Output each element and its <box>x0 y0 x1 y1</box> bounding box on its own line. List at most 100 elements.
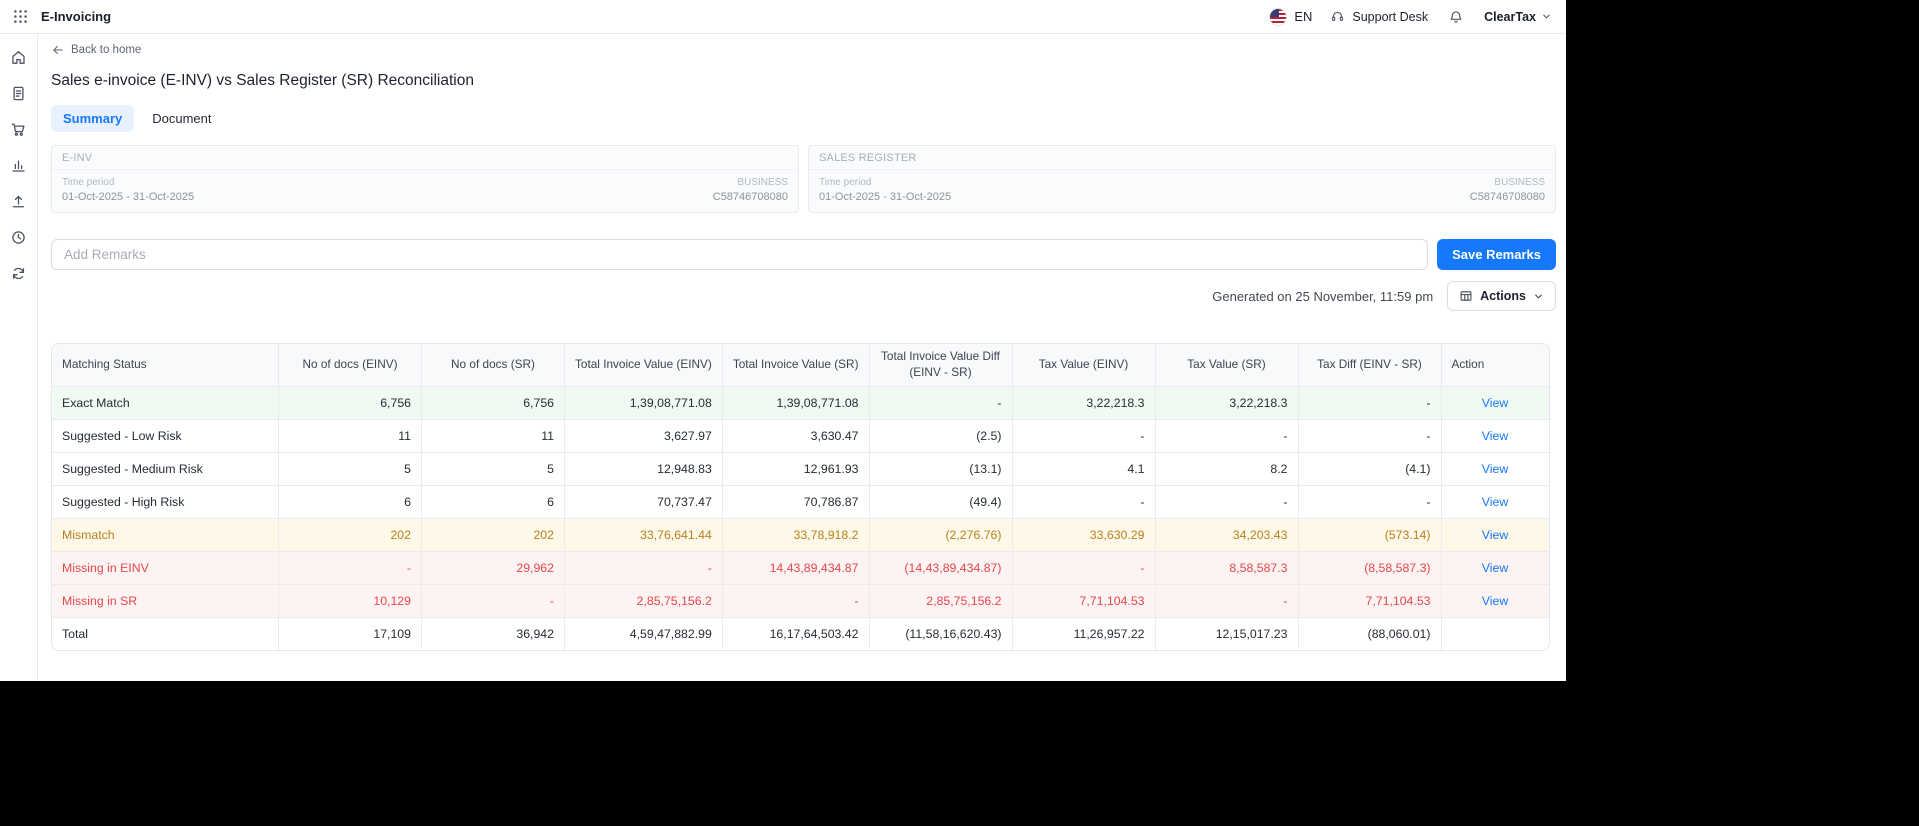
tab-summary[interactable]: Summary <box>51 105 135 132</box>
view-link[interactable]: View <box>1481 527 1509 542</box>
value-cell: 11 <box>279 419 422 453</box>
value-cell: 6,756 <box>279 386 422 420</box>
column-header: Total Invoice Value (EINV) <box>565 344 723 387</box>
value-cell: 12,948.83 <box>565 452 723 486</box>
business-block: BUSINESS C58746708080 <box>713 177 788 203</box>
matching-status-cell: Total <box>52 617 279 650</box>
action-cell: View <box>1441 419 1549 453</box>
table-row: Mismatch 202 202 33,76,641.44 33,78,918.2 (2,… <box>52 518 1549 552</box>
value-cell: (4.1) <box>1298 452 1442 486</box>
tab-document[interactable]: Document <box>140 105 223 132</box>
time-period-value: 01-Oct-2025 - 31-Oct-2025 <box>62 191 195 203</box>
back-to-home-link[interactable]: Back to home <box>51 43 141 57</box>
view-link[interactable]: View <box>1481 593 1509 608</box>
notifications-bell-icon[interactable] <box>1446 7 1466 27</box>
table-row: Suggested - Low Risk 11 11 3,627.97 3,630.47… <box>52 419 1549 453</box>
history-icon <box>12 230 25 244</box>
top-bar-right: EN Support Desk C <box>1269 7 1552 27</box>
value-cell: 7,71,104.53 <box>1012 584 1156 618</box>
action-cell: View <box>1441 551 1549 585</box>
value-cell: 3,22,218.3 <box>1012 386 1156 420</box>
matching-status-cell: Missing in EINV <box>52 551 279 585</box>
business-label: BUSINESS <box>737 177 788 188</box>
column-header: No of docs (EINV) <box>279 344 422 387</box>
language-group: EN <box>1269 7 1313 26</box>
value-cell: 34,203.43 <box>1155 518 1299 552</box>
table-row: Missing in SR 10,129-2,85,75,156.2-2,85,7… <box>52 584 1549 618</box>
sidebar-item-sync[interactable] <box>4 259 34 287</box>
sidebar-item-history[interactable] <box>4 223 34 251</box>
card-body: Time period 01-Oct-2025 - 31-Oct-2025 BU… <box>52 170 798 212</box>
action-cell: View <box>1441 518 1549 552</box>
value-cell: - <box>1155 584 1299 618</box>
time-period-block: Time period 01-Oct-2025 - 31-Oct-2025 <box>819 177 951 203</box>
view-link[interactable]: View <box>1481 461 1509 476</box>
invoice-icon <box>13 86 24 100</box>
column-header: Matching Status <box>52 344 279 387</box>
value-cell: (2.5) <box>869 419 1013 453</box>
matching-status-cell: Suggested - High Risk <box>52 485 279 519</box>
value-cell: (2,276.76) <box>869 518 1013 552</box>
value-cell: 1,39,08,771.08 <box>565 386 723 420</box>
value-cell: 3,627.97 <box>565 419 723 453</box>
sync-icon <box>12 267 25 279</box>
value-cell: - <box>1012 551 1156 585</box>
page-title: Sales e-invoice (E-INV) vs Sales Registe… <box>51 72 474 89</box>
table-row: Total 17,109 36,942 4,59,47,882.99 16,17,64,… <box>52 617 1549 650</box>
sidebar-item-invoices[interactable] <box>4 79 34 107</box>
app-title: E-Invoicing <box>41 9 112 24</box>
matching-status-cell: Missing in SR <box>52 584 279 618</box>
business-label: BUSINESS <box>1494 177 1545 188</box>
value-cell: 16,17,64,503.42 <box>722 617 870 650</box>
card-title: SALES REGISTER <box>809 146 1555 170</box>
save-remarks-button[interactable]: Save Remarks <box>1437 239 1556 270</box>
value-cell: - <box>869 386 1013 420</box>
app-window: E-Invoicing EN Support Desk <box>0 0 1566 681</box>
matching-status-cell: Exact Match <box>52 386 279 420</box>
value-cell: 2,85,75,156.2 <box>869 584 1013 618</box>
matching-status-cell: Suggested - Medium Risk <box>52 452 279 486</box>
value-cell: 12,961.93 <box>722 452 870 486</box>
value-cell: 17,109 <box>279 617 422 650</box>
view-link[interactable]: View <box>1481 560 1509 575</box>
action-cell: View <box>1441 584 1549 618</box>
column-header: Action <box>1441 344 1549 387</box>
value-cell: 4,59,47,882.99 <box>565 617 723 650</box>
support-desk-button[interactable]: Support Desk <box>1330 9 1428 24</box>
value-cell: 8.2 <box>1155 452 1299 486</box>
back-to-home-label: Back to home <box>71 44 142 56</box>
value-cell: - <box>1012 419 1156 453</box>
time-period-label: Time period <box>62 177 115 188</box>
value-cell: 202 <box>279 518 422 552</box>
time-period-block: Time period 01-Oct-2025 - 31-Oct-2025 <box>62 177 194 203</box>
column-header: Tax Value (EINV) <box>1012 344 1156 387</box>
value-cell: 11,26,957.22 <box>1012 617 1156 650</box>
brand-menu[interactable]: ClearTax <box>1484 10 1552 24</box>
column-header: Tax Value (SR) <box>1155 344 1299 387</box>
view-link[interactable]: View <box>1481 428 1509 443</box>
sidebar-item-purchases[interactable] <box>4 115 34 143</box>
chevron-down-icon <box>1535 294 1542 298</box>
app-launcher-grid-icon[interactable] <box>10 6 31 27</box>
view-link[interactable]: View <box>1481 395 1509 410</box>
value-cell: 70,786.87 <box>722 485 870 519</box>
sidebar-item-upload[interactable] <box>4 187 34 215</box>
top-bar: E-Invoicing EN Support Desk <box>0 0 1566 34</box>
remarks-input[interactable] <box>51 239 1429 270</box>
sidebar-item-reports[interactable] <box>4 151 34 179</box>
business-value: C58746708080 <box>1469 191 1545 203</box>
generated-timestamp: Generated on 25 November, 11:59 pm <box>1212 288 1434 304</box>
sidebar-item-home[interactable] <box>4 43 34 71</box>
value-cell: - <box>1155 419 1299 453</box>
value-cell: 33,76,641.44 <box>565 518 723 552</box>
column-header: Total Invoice Value (SR) <box>722 344 870 387</box>
value-cell: 4.1 <box>1012 452 1156 486</box>
reconciliation-table: Matching Status No of docs (EINV) No of do… <box>51 343 1550 651</box>
chevron-down-icon <box>1543 14 1550 19</box>
value-cell: 10,129 <box>279 584 422 618</box>
actions-button[interactable]: Actions <box>1447 281 1556 311</box>
view-link[interactable]: View <box>1481 494 1509 509</box>
value-cell: - <box>1155 485 1299 519</box>
language-selector[interactable]: EN <box>1294 9 1313 24</box>
